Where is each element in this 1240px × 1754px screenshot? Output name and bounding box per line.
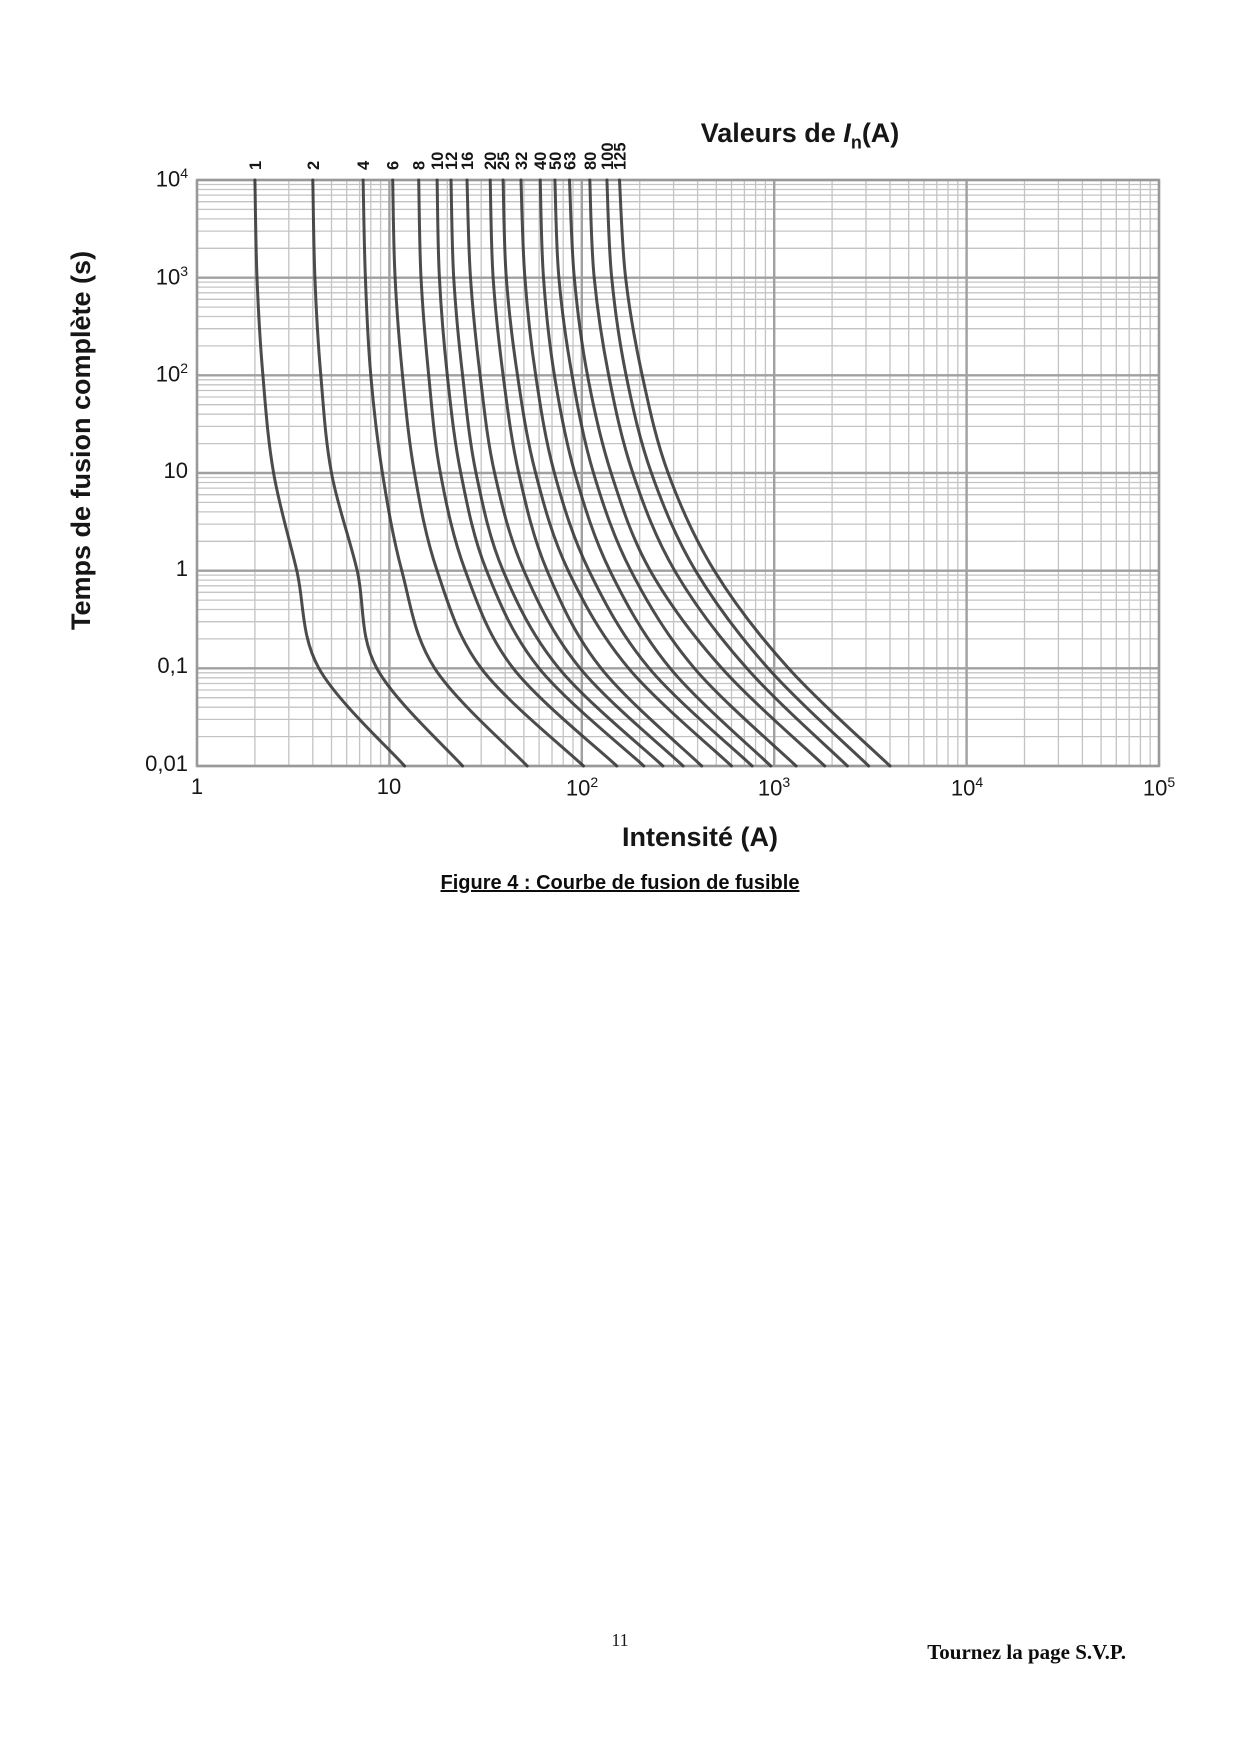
figure-caption: Figure 4 : Courbe de fusion de fusible — [440, 872, 800, 894]
curve-label-20: 20 — [482, 152, 500, 170]
chart-title-prefix: Valeurs de — [700, 118, 844, 148]
turn-page-note: Tournez la page S.V.P. — [927, 1640, 1126, 1664]
curve-label-80: 80 — [582, 152, 600, 170]
fuse-curve-100 — [605, 178, 871, 768]
fuse-curve-50 — [553, 178, 798, 768]
fuse-curve-25 — [501, 178, 733, 768]
chart-title-variable: I — [843, 118, 851, 148]
curve-label-1: 1 — [247, 161, 265, 170]
x-tick-102: 102 — [565, 774, 599, 801]
fuse-curve-80 — [588, 178, 849, 768]
fuse-curve-6 — [391, 178, 585, 768]
x-tick-1: 1 — [190, 774, 204, 799]
x-axis-title: Intensité (A) — [621, 822, 778, 852]
fuse-curve-125 — [618, 178, 892, 768]
y-tick-1: 1 — [175, 556, 188, 581]
curve-label-32: 32 — [513, 152, 531, 170]
x-tick-105: 105 — [1142, 774, 1176, 801]
curve-label-8: 8 — [411, 161, 429, 170]
y-tick-10: 10 — [163, 458, 188, 483]
plot-frame — [195, 178, 1161, 768]
fuse-curve-63 — [568, 178, 827, 768]
curve-label-10: 10 — [429, 152, 447, 170]
curve-label-50: 50 — [547, 152, 565, 170]
y-tick-104: 104 — [155, 165, 188, 192]
curve-label-2: 2 — [305, 161, 323, 170]
chart-title-subscript: n — [850, 132, 862, 153]
curve-label-16: 16 — [459, 152, 477, 170]
curve-label-63: 63 — [562, 152, 580, 170]
curve-label-100: 100 — [599, 142, 617, 170]
curve-label-12: 12 — [443, 152, 461, 170]
curve-label-25: 25 — [495, 152, 513, 170]
y-tick-103: 103 — [155, 263, 188, 290]
page-number: 11 — [611, 1630, 629, 1650]
x-tick-104: 104 — [950, 774, 984, 801]
fuse-curve-4 — [361, 178, 529, 768]
y-tick-0,1: 0,1 — [157, 653, 188, 678]
y-tick-0,01: 0,01 — [145, 751, 188, 776]
chart-title: Valeurs de In(A) — [600, 118, 1000, 153]
fuse-curve-40 — [538, 178, 773, 768]
curve-label-4: 4 — [355, 160, 373, 170]
fuse-curve-8 — [417, 178, 619, 768]
curve-label-6: 6 — [385, 161, 403, 170]
fuse-curve-20 — [488, 178, 704, 768]
chart-title-suffix: (A) — [861, 118, 900, 148]
fuse-curve-2 — [311, 178, 465, 768]
curve-label-40: 40 — [532, 152, 550, 170]
curve-label-125: 125 — [612, 142, 630, 170]
fuse-curve-12 — [449, 178, 665, 768]
fuse-curve-16 — [465, 178, 685, 768]
fuse-curve-32 — [519, 178, 754, 768]
y-tick-102: 102 — [155, 360, 188, 387]
x-tick-10: 10 — [376, 774, 402, 799]
fuse-curve-1 — [253, 178, 407, 768]
x-tick-103: 103 — [757, 774, 791, 801]
fuse-curve-10 — [435, 178, 646, 768]
